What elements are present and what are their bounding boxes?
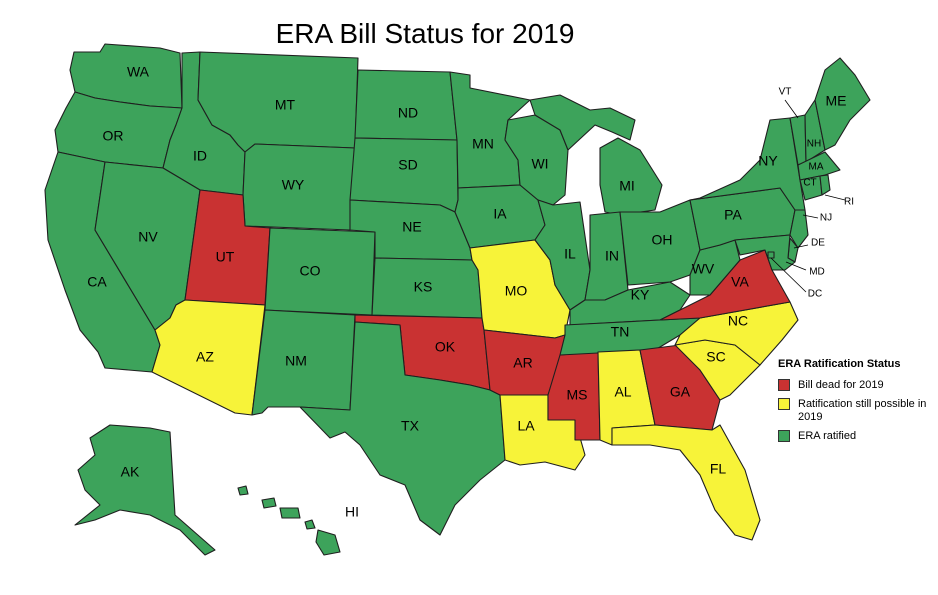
state-MA bbox=[797, 151, 841, 181]
legend-item-ratified: ERA ratified bbox=[778, 430, 928, 443]
label-NY: NY bbox=[758, 153, 778, 169]
state-HI bbox=[237, 485, 341, 556]
label-FL: FL bbox=[710, 461, 727, 477]
label-PA: PA bbox=[724, 207, 742, 223]
label-OR: OR bbox=[103, 128, 124, 144]
label-CT: CT bbox=[803, 178, 816, 189]
state-RI bbox=[819, 174, 831, 196]
state-AK bbox=[74, 424, 216, 556]
label-UT: UT bbox=[216, 249, 235, 265]
label-ND: ND bbox=[398, 105, 418, 121]
label-CO: CO bbox=[300, 263, 321, 279]
label-KY: KY bbox=[631, 287, 650, 303]
legend-swatch-possible bbox=[778, 398, 790, 410]
label-AZ: AZ bbox=[196, 349, 214, 365]
label-NC: NC bbox=[728, 313, 748, 329]
legend: ERA Ratification Status Bill dead for 20… bbox=[778, 358, 928, 449]
label-NE: NE bbox=[402, 219, 421, 235]
label-OH: OH bbox=[652, 232, 673, 248]
state-IL bbox=[534, 199, 591, 311]
state-DC bbox=[767, 251, 775, 259]
label-MN: MN bbox=[472, 136, 494, 152]
state-TX bbox=[299, 321, 506, 536]
label-WI: WI bbox=[531, 156, 548, 172]
label-DE: DE bbox=[811, 238, 825, 249]
label-WV: WV bbox=[692, 261, 715, 277]
label-RI: RI bbox=[844, 197, 854, 208]
label-ME: ME bbox=[826, 93, 847, 109]
label-MD: MD bbox=[809, 267, 825, 278]
label-VT: VT bbox=[779, 87, 792, 98]
label-SD: SD bbox=[398, 157, 417, 173]
label-AK: AK bbox=[121, 464, 140, 480]
label-SC: SC bbox=[706, 349, 725, 365]
state-NJ bbox=[789, 209, 809, 249]
label-MS: MS bbox=[567, 387, 588, 403]
label-CA: CA bbox=[87, 274, 107, 290]
label-WA: WA bbox=[127, 64, 150, 80]
map-title: ERA Bill Status for 2019 bbox=[275, 18, 575, 49]
state-ME bbox=[814, 57, 871, 151]
legend-item-dead: Bill dead for 2019 bbox=[778, 379, 928, 392]
label-ID: ID bbox=[193, 148, 207, 164]
state-FL bbox=[611, 424, 761, 541]
label-HI: HI bbox=[345, 504, 359, 520]
state-MD bbox=[734, 234, 796, 271]
label-OK: OK bbox=[435, 339, 456, 355]
label-IN: IN bbox=[605, 248, 619, 264]
legend-label-possible: Ratification still possible in 2019 bbox=[798, 398, 927, 423]
legend-label-dead: Bill dead for 2019 bbox=[798, 379, 884, 391]
legend-swatch-ratified bbox=[778, 430, 790, 442]
label-NJ: NJ bbox=[820, 213, 832, 224]
label-MI: MI bbox=[619, 178, 635, 194]
label-AL: AL bbox=[614, 384, 631, 400]
label-TX: TX bbox=[401, 418, 420, 434]
label-LA: LA bbox=[517, 418, 535, 434]
state-MI bbox=[529, 94, 663, 216]
label-MO: MO bbox=[505, 283, 528, 299]
label-NV: NV bbox=[138, 229, 158, 245]
label-TN: TN bbox=[611, 324, 630, 340]
label-VA: VA bbox=[731, 274, 749, 290]
label-WY: WY bbox=[282, 177, 305, 193]
label-KS: KS bbox=[414, 279, 433, 295]
label-MA: MA bbox=[809, 162, 824, 173]
label-DC: DC bbox=[808, 289, 822, 300]
label-IL: IL bbox=[564, 246, 576, 262]
label-AR: AR bbox=[513, 355, 532, 371]
legend-label-ratified: ERA ratified bbox=[798, 430, 857, 442]
legend-item-possible: Ratification still possible in 2019 bbox=[778, 398, 928, 424]
label-NH: NH bbox=[807, 139, 821, 150]
legend-title: ERA Ratification Status bbox=[778, 358, 901, 370]
label-IA: IA bbox=[493, 206, 507, 222]
legend-swatch-dead bbox=[778, 379, 790, 391]
label-NM: NM bbox=[285, 353, 307, 369]
label-GA: GA bbox=[670, 384, 691, 400]
label-MT: MT bbox=[275, 97, 296, 113]
